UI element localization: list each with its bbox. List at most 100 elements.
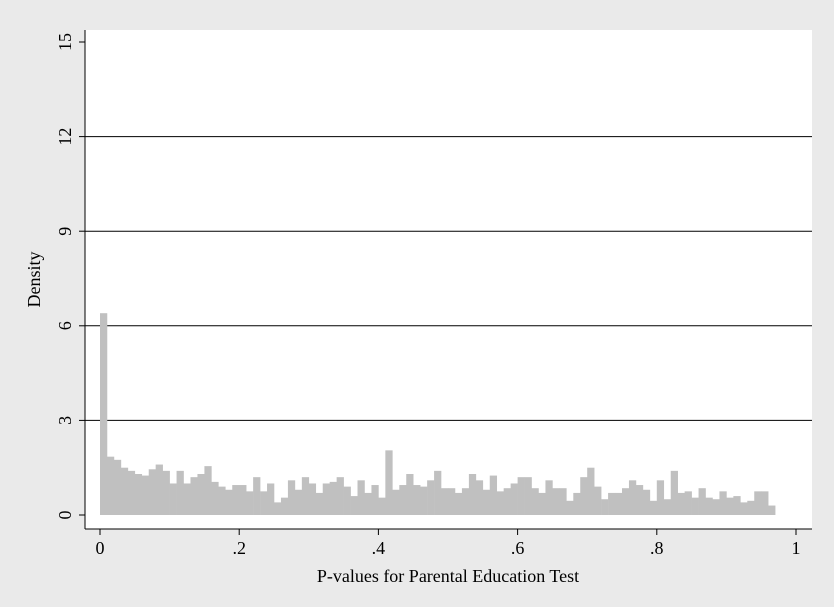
histogram-bar <box>169 483 177 515</box>
histogram-bar <box>301 477 310 515</box>
histogram-bar <box>573 492 581 515</box>
histogram-bar <box>434 470 442 515</box>
histogram-bar <box>517 477 525 515</box>
histogram-bar <box>468 474 477 515</box>
histogram-bar <box>162 470 170 515</box>
histogram-bar <box>545 480 553 515</box>
x-tick-label: .2 <box>232 538 246 558</box>
histogram-bar <box>134 474 143 515</box>
x-tick-label: 0 <box>96 538 105 558</box>
histogram-bar <box>663 499 672 515</box>
histogram-bar <box>378 497 386 515</box>
histogram-bar <box>615 492 623 515</box>
histogram-bar <box>155 464 163 515</box>
histogram-bar <box>747 500 755 515</box>
histogram-bar <box>622 488 630 515</box>
histogram-bar <box>642 489 651 515</box>
histogram-bar <box>712 499 720 515</box>
y-tick-label: 15 <box>55 33 75 51</box>
histogram-bar <box>253 477 261 515</box>
histogram-bar <box>677 492 685 515</box>
histogram-bar <box>176 470 184 515</box>
x-axis-label: P-values for Parental Education Test <box>317 566 579 586</box>
histogram-bar <box>552 488 560 515</box>
histogram-bar <box>141 475 150 515</box>
histogram-bar <box>608 492 616 515</box>
histogram-bar <box>635 485 644 515</box>
plot-area <box>85 30 812 529</box>
histogram-bar <box>294 489 303 515</box>
histogram-bar <box>448 488 456 515</box>
histogram-bar <box>489 475 498 515</box>
histogram-bar <box>594 486 602 515</box>
histogram-bar <box>740 502 748 515</box>
histogram-bar <box>566 500 574 515</box>
histogram-bar <box>482 489 491 515</box>
histogram-bar <box>496 491 504 515</box>
histogram-bar <box>239 485 247 515</box>
y-tick-label: 3 <box>55 416 75 425</box>
histogram-bar <box>343 486 351 515</box>
histogram-bar <box>733 496 741 515</box>
histogram-bar <box>705 497 713 515</box>
histogram-bar <box>559 488 567 515</box>
histogram-bar <box>190 477 198 515</box>
histogram-bar <box>148 469 156 515</box>
histogram-bar <box>503 488 511 515</box>
histogram-bar <box>656 480 665 515</box>
histogram-bar <box>287 480 296 515</box>
histogram-bar <box>308 483 317 515</box>
histogram-bar <box>329 481 337 515</box>
y-tick-label: 6 <box>55 321 75 330</box>
histogram-bar <box>761 491 769 515</box>
axes: 0 3 6 9 12 15 0 .2 .4 .6 .8 1 <box>55 30 812 558</box>
x-tick-label: .4 <box>372 538 386 558</box>
histogram-bar <box>197 474 205 515</box>
x-tick-label: .8 <box>650 538 664 558</box>
histogram-bar <box>427 480 435 515</box>
histogram-bar <box>322 483 330 515</box>
histogram-bar <box>385 450 393 515</box>
histogram-bar <box>406 474 414 515</box>
y-axis-label: Density <box>24 252 44 308</box>
histogram-bar <box>684 491 692 515</box>
histogram-bar <box>399 485 407 515</box>
histogram-bar <box>580 477 588 515</box>
histogram-bar <box>768 505 776 515</box>
histogram-bar <box>218 486 226 515</box>
histogram-bar <box>531 488 539 515</box>
histogram-bar <box>371 485 379 515</box>
histogram-bar <box>260 491 268 515</box>
histogram-bar <box>670 470 678 515</box>
histogram-bar <box>754 491 762 515</box>
histogram-bar <box>538 492 546 515</box>
histogram-bar <box>274 502 282 515</box>
histogram-bar <box>461 488 470 515</box>
histogram-bar <box>392 489 400 515</box>
histogram-bar <box>106 456 115 515</box>
histogram-bar <box>698 488 706 515</box>
histogram-bar <box>280 497 289 515</box>
histogram-bar <box>691 497 699 515</box>
histogram-bar <box>524 477 532 515</box>
histogram-bar <box>357 480 365 515</box>
histogram-bar <box>183 483 191 515</box>
histogram-bar <box>204 466 212 515</box>
histogram-bar <box>587 467 595 515</box>
histogram-bar <box>120 467 129 515</box>
histogram-bar <box>246 491 254 515</box>
histogram-bar <box>420 486 428 515</box>
histogram-bar <box>719 491 727 515</box>
histogram-bar <box>211 481 219 515</box>
histogram-bar <box>475 480 484 515</box>
y-tick-label: 9 <box>55 227 75 236</box>
histogram-bar <box>454 492 463 515</box>
x-tick-label: 1 <box>792 538 801 558</box>
histogram-bar <box>413 485 421 515</box>
x-tick-label: .6 <box>511 538 525 558</box>
histogram-bar <box>510 483 518 515</box>
y-tick-label: 12 <box>55 128 75 146</box>
histogram-bar <box>100 313 108 515</box>
